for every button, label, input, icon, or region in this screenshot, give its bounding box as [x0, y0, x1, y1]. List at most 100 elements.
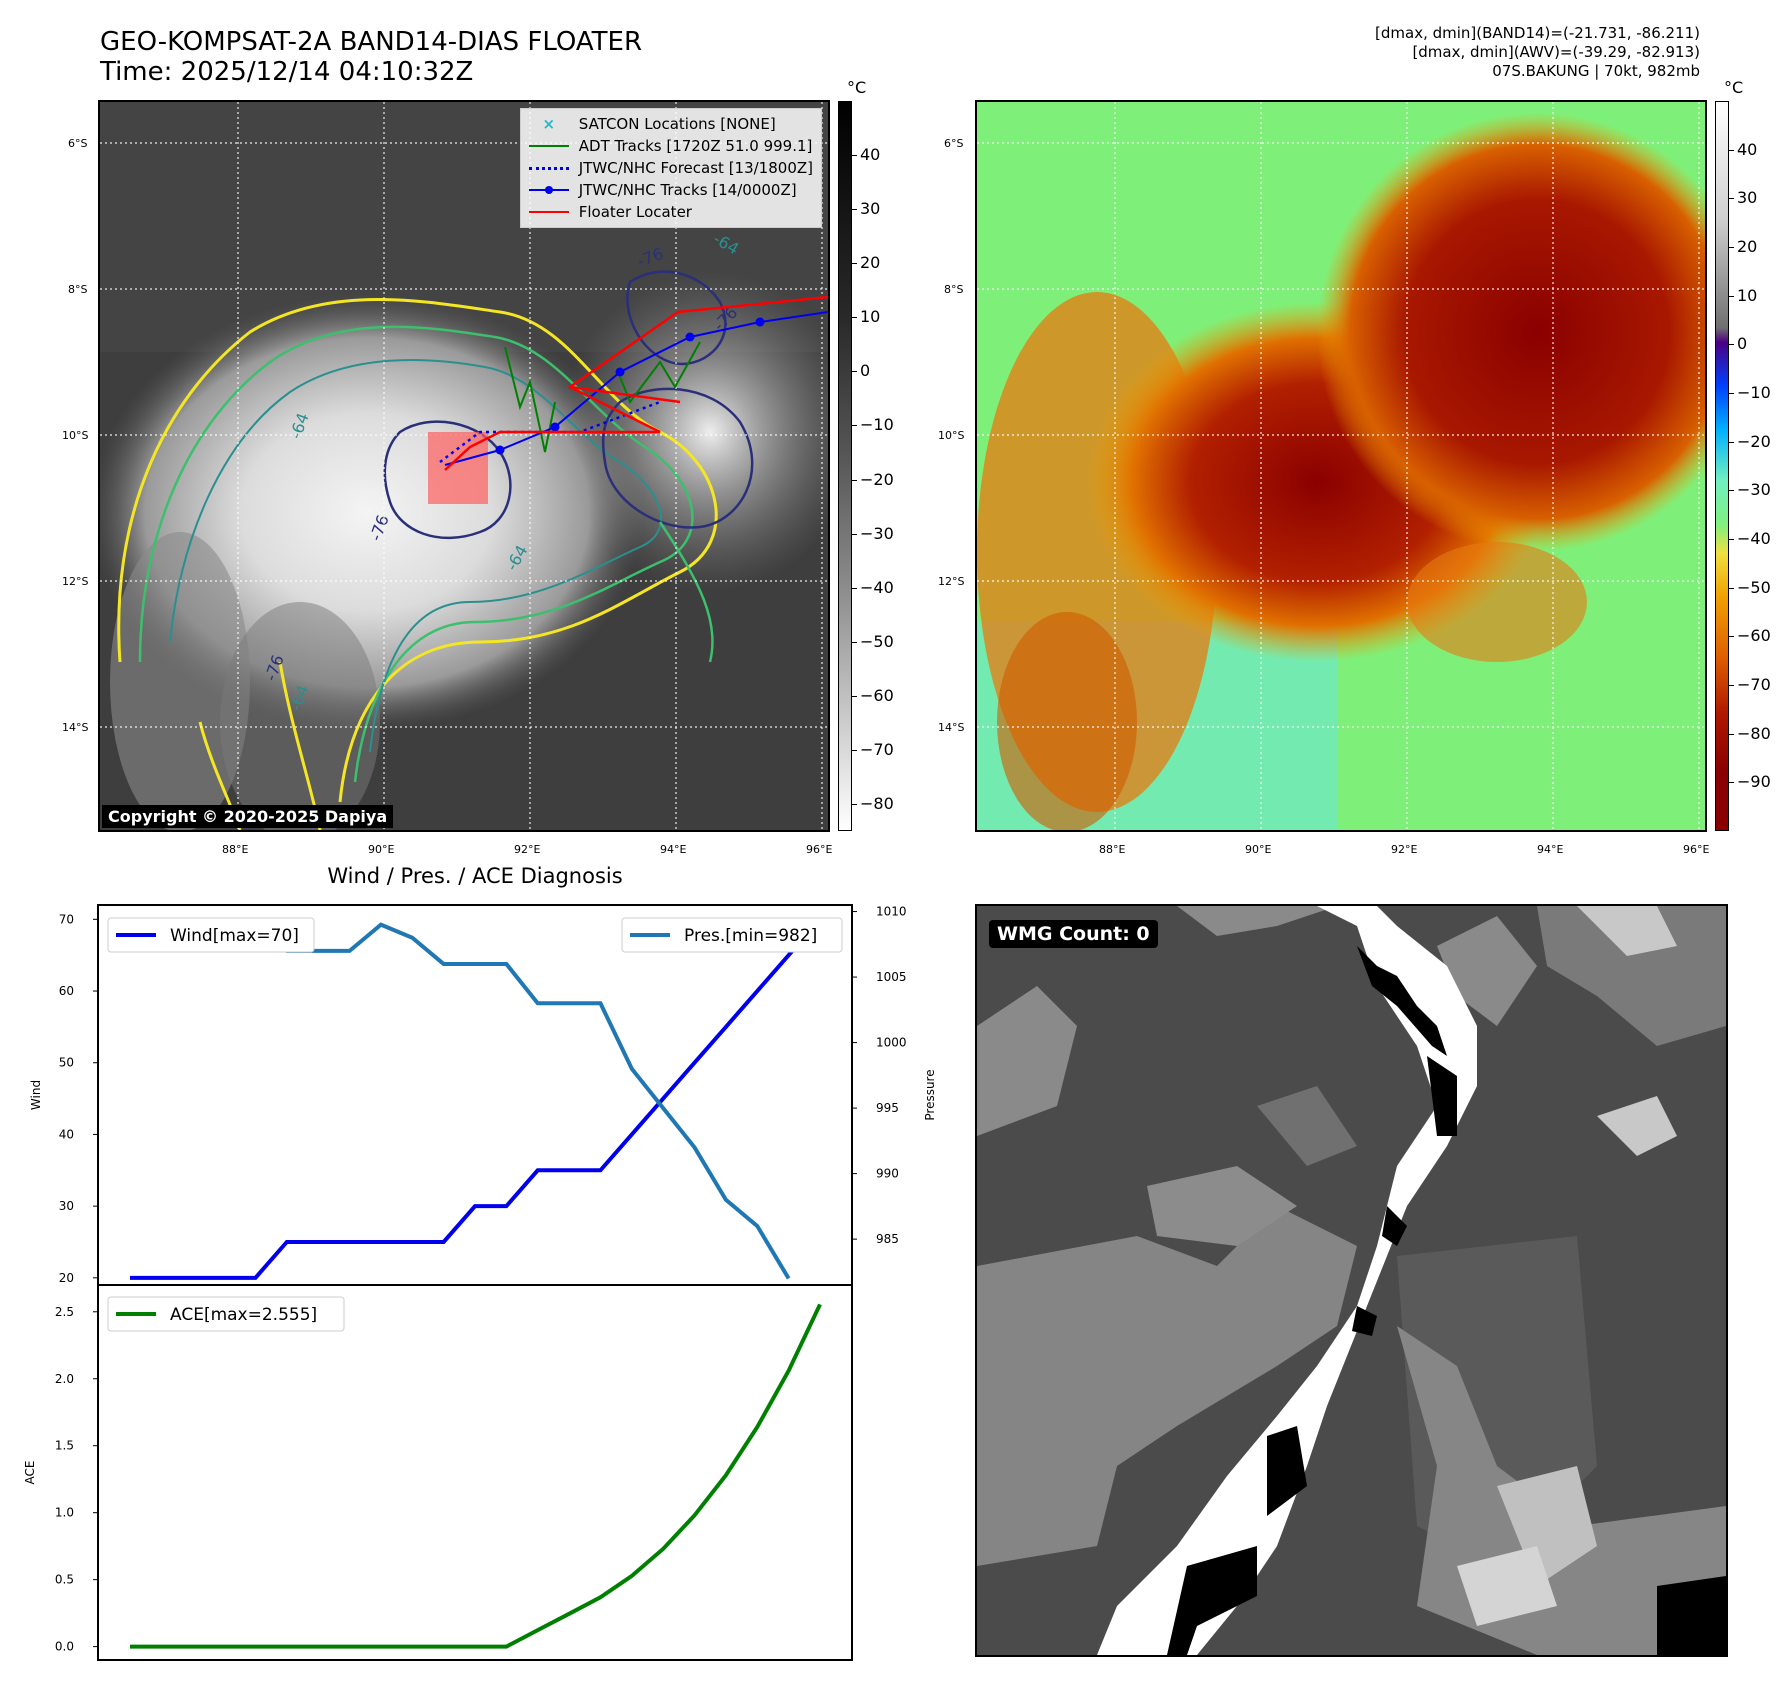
colorbar-tick-mark	[852, 479, 857, 481]
wmg-image	[977, 906, 1726, 1655]
colorbar-tick-mark	[1729, 247, 1734, 248]
wmg-count-label: WMG Count: 0	[989, 920, 1158, 948]
ace-tick-label: 0.5	[55, 1573, 74, 1587]
title-line-2: Time: 2025/12/14 04:10:32Z	[100, 57, 474, 87]
colorbar-tick-mark	[852, 695, 857, 697]
colorbar-tick-label: −50	[1737, 577, 1771, 597]
colorbar-left-unit: °C	[847, 78, 867, 97]
lon-label: 92°E	[1391, 843, 1418, 856]
lon-label: 94°E	[660, 843, 687, 856]
ace-tick-label: 1.0	[55, 1506, 74, 1520]
wind-tick-label: 60	[59, 984, 74, 998]
legend-satcon: × SATCON Locations [NONE]	[529, 113, 813, 135]
ir-map-panel: -76 -64 -76 -64 -76 -64 -76 -64	[98, 100, 830, 832]
colorbar-tick-label: 10	[860, 307, 881, 327]
pressure-tick-label: 1005	[876, 970, 907, 984]
colorbar-tick-label: −70	[1737, 675, 1771, 694]
colorbar-right-unit: °C	[1724, 78, 1744, 97]
colorbar-tick-mark	[1729, 587, 1734, 589]
ace-frame	[97, 1284, 853, 1661]
lat-label: 10°S	[62, 429, 89, 442]
pressure-legend-box	[621, 917, 843, 953]
colorbar-tick-label: −60	[860, 685, 894, 705]
legend-tracks: JTWC/NHC Tracks [14/0000Z]	[528, 179, 813, 201]
copyright-label: Copyright © 2020-2025 Dapiya	[102, 805, 394, 828]
diagnosis-chart: 70 60 50 40 30 20 1010 1005 1000 995 990 985 Wind Pre…	[23, 904, 937, 1661]
wind-tick-label: 50	[59, 1056, 74, 1070]
lat-label: 6°S	[944, 137, 964, 150]
wind-tick-label: 70	[59, 912, 74, 926]
lat-label: 10°S	[938, 429, 965, 442]
colorbar-tick-label: 30	[860, 199, 881, 219]
stats-block: [dmax, dmin](BAND14)=(-21.731, -86.211) …	[1375, 24, 1700, 81]
lon-label: 92°E	[514, 843, 541, 856]
colorbar-tick-label: −20	[1737, 431, 1771, 451]
colorbar-tick-mark	[852, 155, 857, 157]
lat-label: 8°S	[944, 283, 964, 296]
storm-info: 07S.BAKUNG | 70kt, 982mb	[1492, 62, 1700, 80]
pressure-tick-label: 1000	[876, 1036, 907, 1050]
ace-axis-label: ACE	[23, 1461, 37, 1485]
lon-label: 96°E	[1683, 843, 1710, 856]
colorbar-tick-mark	[852, 803, 857, 805]
colorbar-tick-mark	[1729, 782, 1734, 784]
ace-tick-label: 0.0	[55, 1640, 74, 1654]
colorbar-tick-mark	[852, 641, 857, 643]
colorbar-tick-mark	[852, 533, 857, 535]
x-marker-icon: ×	[542, 115, 556, 133]
colorbar-tick-mark	[852, 317, 857, 319]
pressure-tick-label: 1010	[876, 905, 907, 919]
wind-axis-label: Wind	[29, 1080, 43, 1110]
colorbar-tick-mark	[1729, 393, 1734, 394]
colorbar-tick-label: 10	[1737, 285, 1758, 305]
legend-forecast: JTWC/NHC Forecast [13/1800Z]	[528, 157, 813, 179]
colorbar-tick-label: −10	[1737, 383, 1771, 402]
ace-legend-box	[107, 1296, 345, 1332]
colorbar-tick-label: −90	[1737, 772, 1771, 792]
lat-label: 12°S	[938, 575, 965, 588]
lat-label: 14°S	[938, 721, 965, 734]
lon-label: 94°E	[1537, 843, 1564, 856]
lat-label: 14°S	[62, 721, 89, 734]
pressure-axis-label: Pressure	[923, 1069, 937, 1120]
wind-series-line	[130, 918, 822, 1280]
colorbar-tick-label: −30	[1737, 480, 1771, 500]
colorbar-tick-label: 20	[1737, 237, 1758, 256]
colorbar-tick-mark	[1729, 539, 1734, 540]
colorbar-tick-mark	[1729, 733, 1734, 735]
pressure-tick-label: 995	[876, 1101, 899, 1115]
legend-adt: ADT Tracks [1720Z 51.0 999.1]	[528, 135, 813, 157]
ace-series-line	[130, 1303, 822, 1649]
wind-tick-label: 40	[59, 1127, 74, 1141]
colorbar-tick-label: 40	[860, 145, 881, 165]
colorbar-tick-mark	[1729, 441, 1734, 443]
colorbar-tick-mark	[852, 587, 857, 589]
colorbar-tick-mark	[1729, 149, 1734, 151]
stats-awv: [dmax, dmin](AWV)=(-39.29, -82.913)	[1412, 43, 1700, 61]
lon-label: 88°E	[222, 843, 249, 856]
colorbar-tick-label: −20	[860, 469, 894, 489]
ace-tick-label: 2.0	[55, 1372, 74, 1386]
colorbar-tick-label: −40	[1737, 529, 1771, 548]
pressure-tick-label: 985	[876, 1232, 899, 1246]
awv-map-image	[977, 102, 1705, 830]
colorbar-tick-mark	[852, 263, 857, 265]
colorbar-right	[1715, 101, 1729, 831]
wind-tick-label: 30	[59, 1199, 74, 1213]
colorbar-tick-mark	[1729, 490, 1734, 492]
wmg-panel: WMG Count: 0	[975, 904, 1728, 1657]
pressure-tick-label: 990	[876, 1167, 899, 1181]
lon-label: 90°E	[368, 843, 395, 856]
colorbar-tick-label: −80	[860, 793, 894, 813]
ace-legend-label: ACE[max=2.555]	[170, 1305, 317, 1325]
map-legend: × SATCON Locations [NONE] ADT Tracks [17…	[519, 108, 822, 228]
diagnosis-title: Wind / Pres. / ACE Diagnosis	[327, 864, 623, 888]
colorbar-tick-label: −10	[860, 415, 894, 435]
colorbar-tick-mark	[852, 749, 857, 751]
colorbar-tick-mark	[852, 209, 857, 211]
ace-tick-label: 1.5	[55, 1439, 74, 1453]
stats-band14: [dmax, dmin](BAND14)=(-21.731, -86.211)	[1375, 24, 1700, 42]
wind-legend-label: Wind[max=70]	[170, 926, 299, 946]
legend-floater: Floater Locater	[528, 201, 813, 223]
colorbar-tick-label: 40	[1737, 139, 1758, 159]
